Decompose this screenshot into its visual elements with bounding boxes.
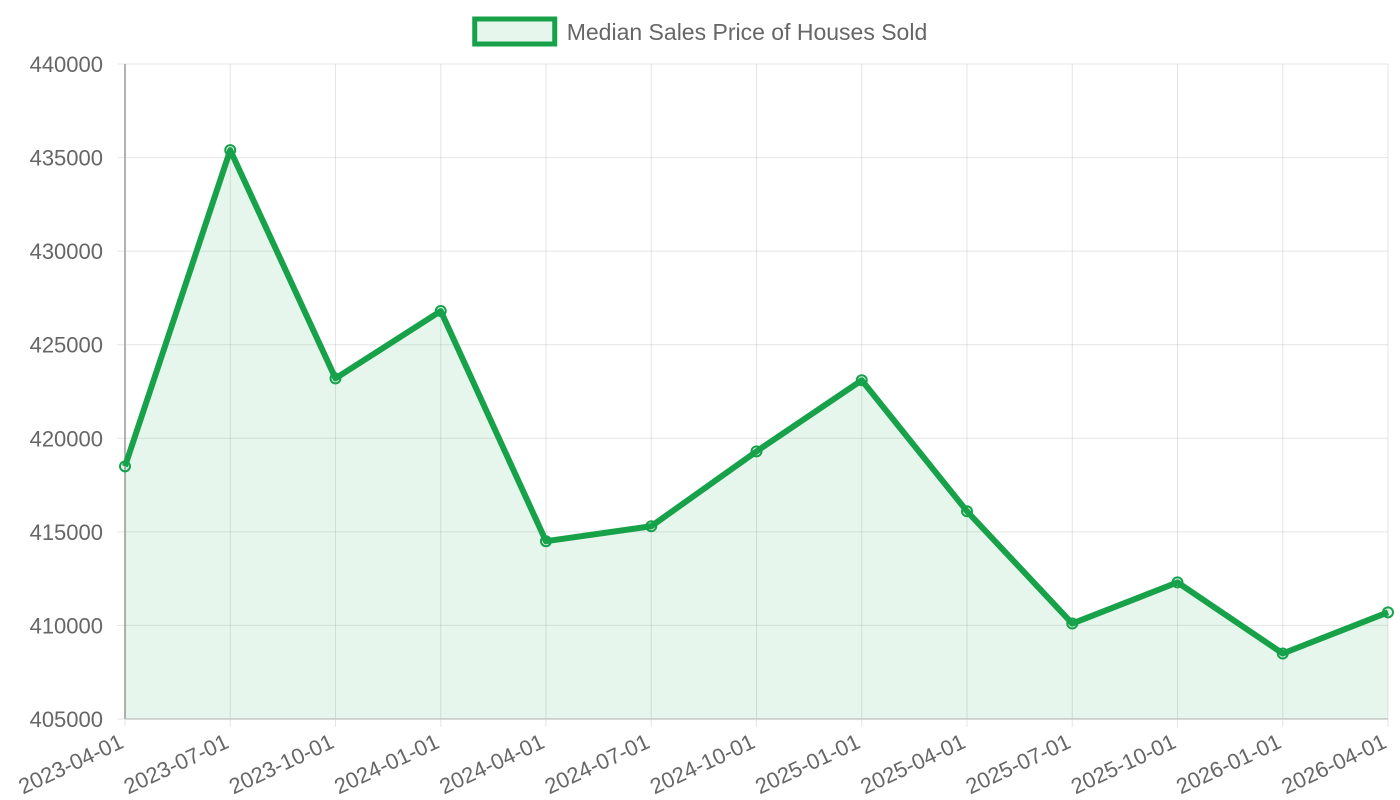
y-tick-label: 415000 <box>30 520 103 545</box>
y-tick-label: 440000 <box>30 52 103 77</box>
legend-item: Median Sales Price of Houses Sold <box>472 16 928 47</box>
legend-swatch <box>472 16 558 47</box>
x-tick-label: 2023-10-01 <box>225 729 338 799</box>
point <box>119 460 131 473</box>
x-tick-label: 2024-04-01 <box>436 729 549 799</box>
point <box>750 445 763 458</box>
legend-label: Median Sales Price of Houses Sold <box>567 19 928 45</box>
x-tick-label: 2024-01-01 <box>330 729 443 799</box>
point <box>1382 606 1394 619</box>
point <box>855 374 868 387</box>
x-tick-label: 2025-10-01 <box>1067 729 1180 799</box>
point <box>224 144 237 157</box>
y-tick-label: 430000 <box>30 239 103 264</box>
x-tick-label: 2025-04-01 <box>857 729 970 799</box>
point <box>645 520 658 533</box>
area <box>125 150 1388 720</box>
y-tick-label: 420000 <box>30 426 103 451</box>
point <box>329 372 342 385</box>
x-tick-label: 2025-01-01 <box>751 729 864 799</box>
point <box>961 505 973 518</box>
y-tick-label: 405000 <box>30 707 103 732</box>
x-tick-label: 2026-01-01 <box>1172 729 1285 799</box>
y-tick-label: 435000 <box>30 146 103 171</box>
point <box>434 305 447 318</box>
point <box>1276 647 1289 660</box>
x-tick-label: 2023-04-01 <box>15 729 128 799</box>
x-tick-label: 2023-07-01 <box>120 729 233 799</box>
y-tick-label: 410000 <box>30 613 103 638</box>
x-tick-label: 2024-07-01 <box>541 729 654 799</box>
point <box>1066 617 1079 630</box>
x-tick-label: 2026-04-01 <box>1278 729 1391 799</box>
point <box>540 535 552 548</box>
x-tick-label: 2025-07-01 <box>962 729 1075 799</box>
point <box>1171 576 1184 589</box>
x-tick-label: 2024-10-01 <box>646 729 759 799</box>
line <box>122 147 1390 657</box>
y-tick-label: 425000 <box>30 333 103 358</box>
